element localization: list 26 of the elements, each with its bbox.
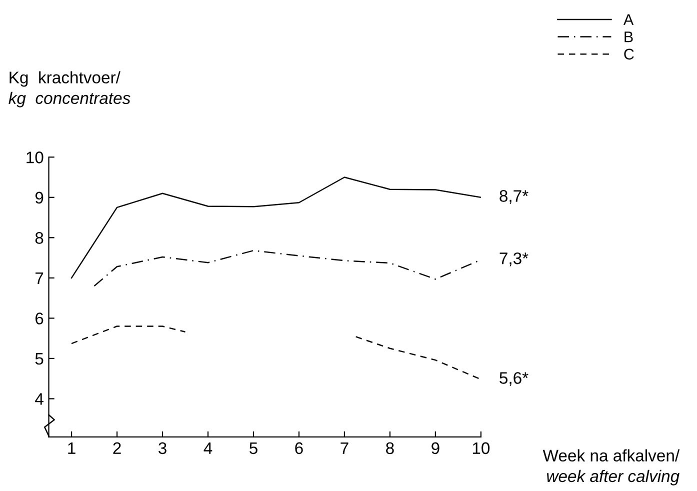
y-tick-label: 7 [36,272,44,284]
x-tick-label: 2 [113,442,121,454]
x-tick-label: 8 [386,442,394,454]
x-tick-label: 9 [432,442,440,454]
x-tick-label: 4 [204,442,212,454]
x-tick-label: 7 [340,442,348,454]
y-tick-label: 8 [35,232,44,244]
x-tick-label: 10 [472,442,490,454]
x-tick-label: 5 [250,442,258,454]
line-series [70,176,481,279]
text: 7,3* [500,252,528,266]
y-tick-label: 5 [35,353,44,365]
x-tick-label: 6 [295,442,303,454]
legend-label: C [624,48,634,60]
y-tick-label: 6 [36,312,44,324]
legend-label: B [624,32,633,42]
legend-label: A [623,14,634,25]
x-tick-label: 3 [158,442,166,454]
x-tick-label: 1 [68,442,76,454]
y-tick-label: 9 [35,192,44,204]
x-axis-title: Week na afkalven/ week after calving [542,449,680,486]
y-tick-label: 4 [35,393,44,405]
text: 8,7* [500,190,528,204]
text: 5,6* [500,372,528,386]
y-axis-title: Kg krachtvoer/ kg concentrates [8,71,130,108]
y-tick-label: 10 [26,152,44,164]
